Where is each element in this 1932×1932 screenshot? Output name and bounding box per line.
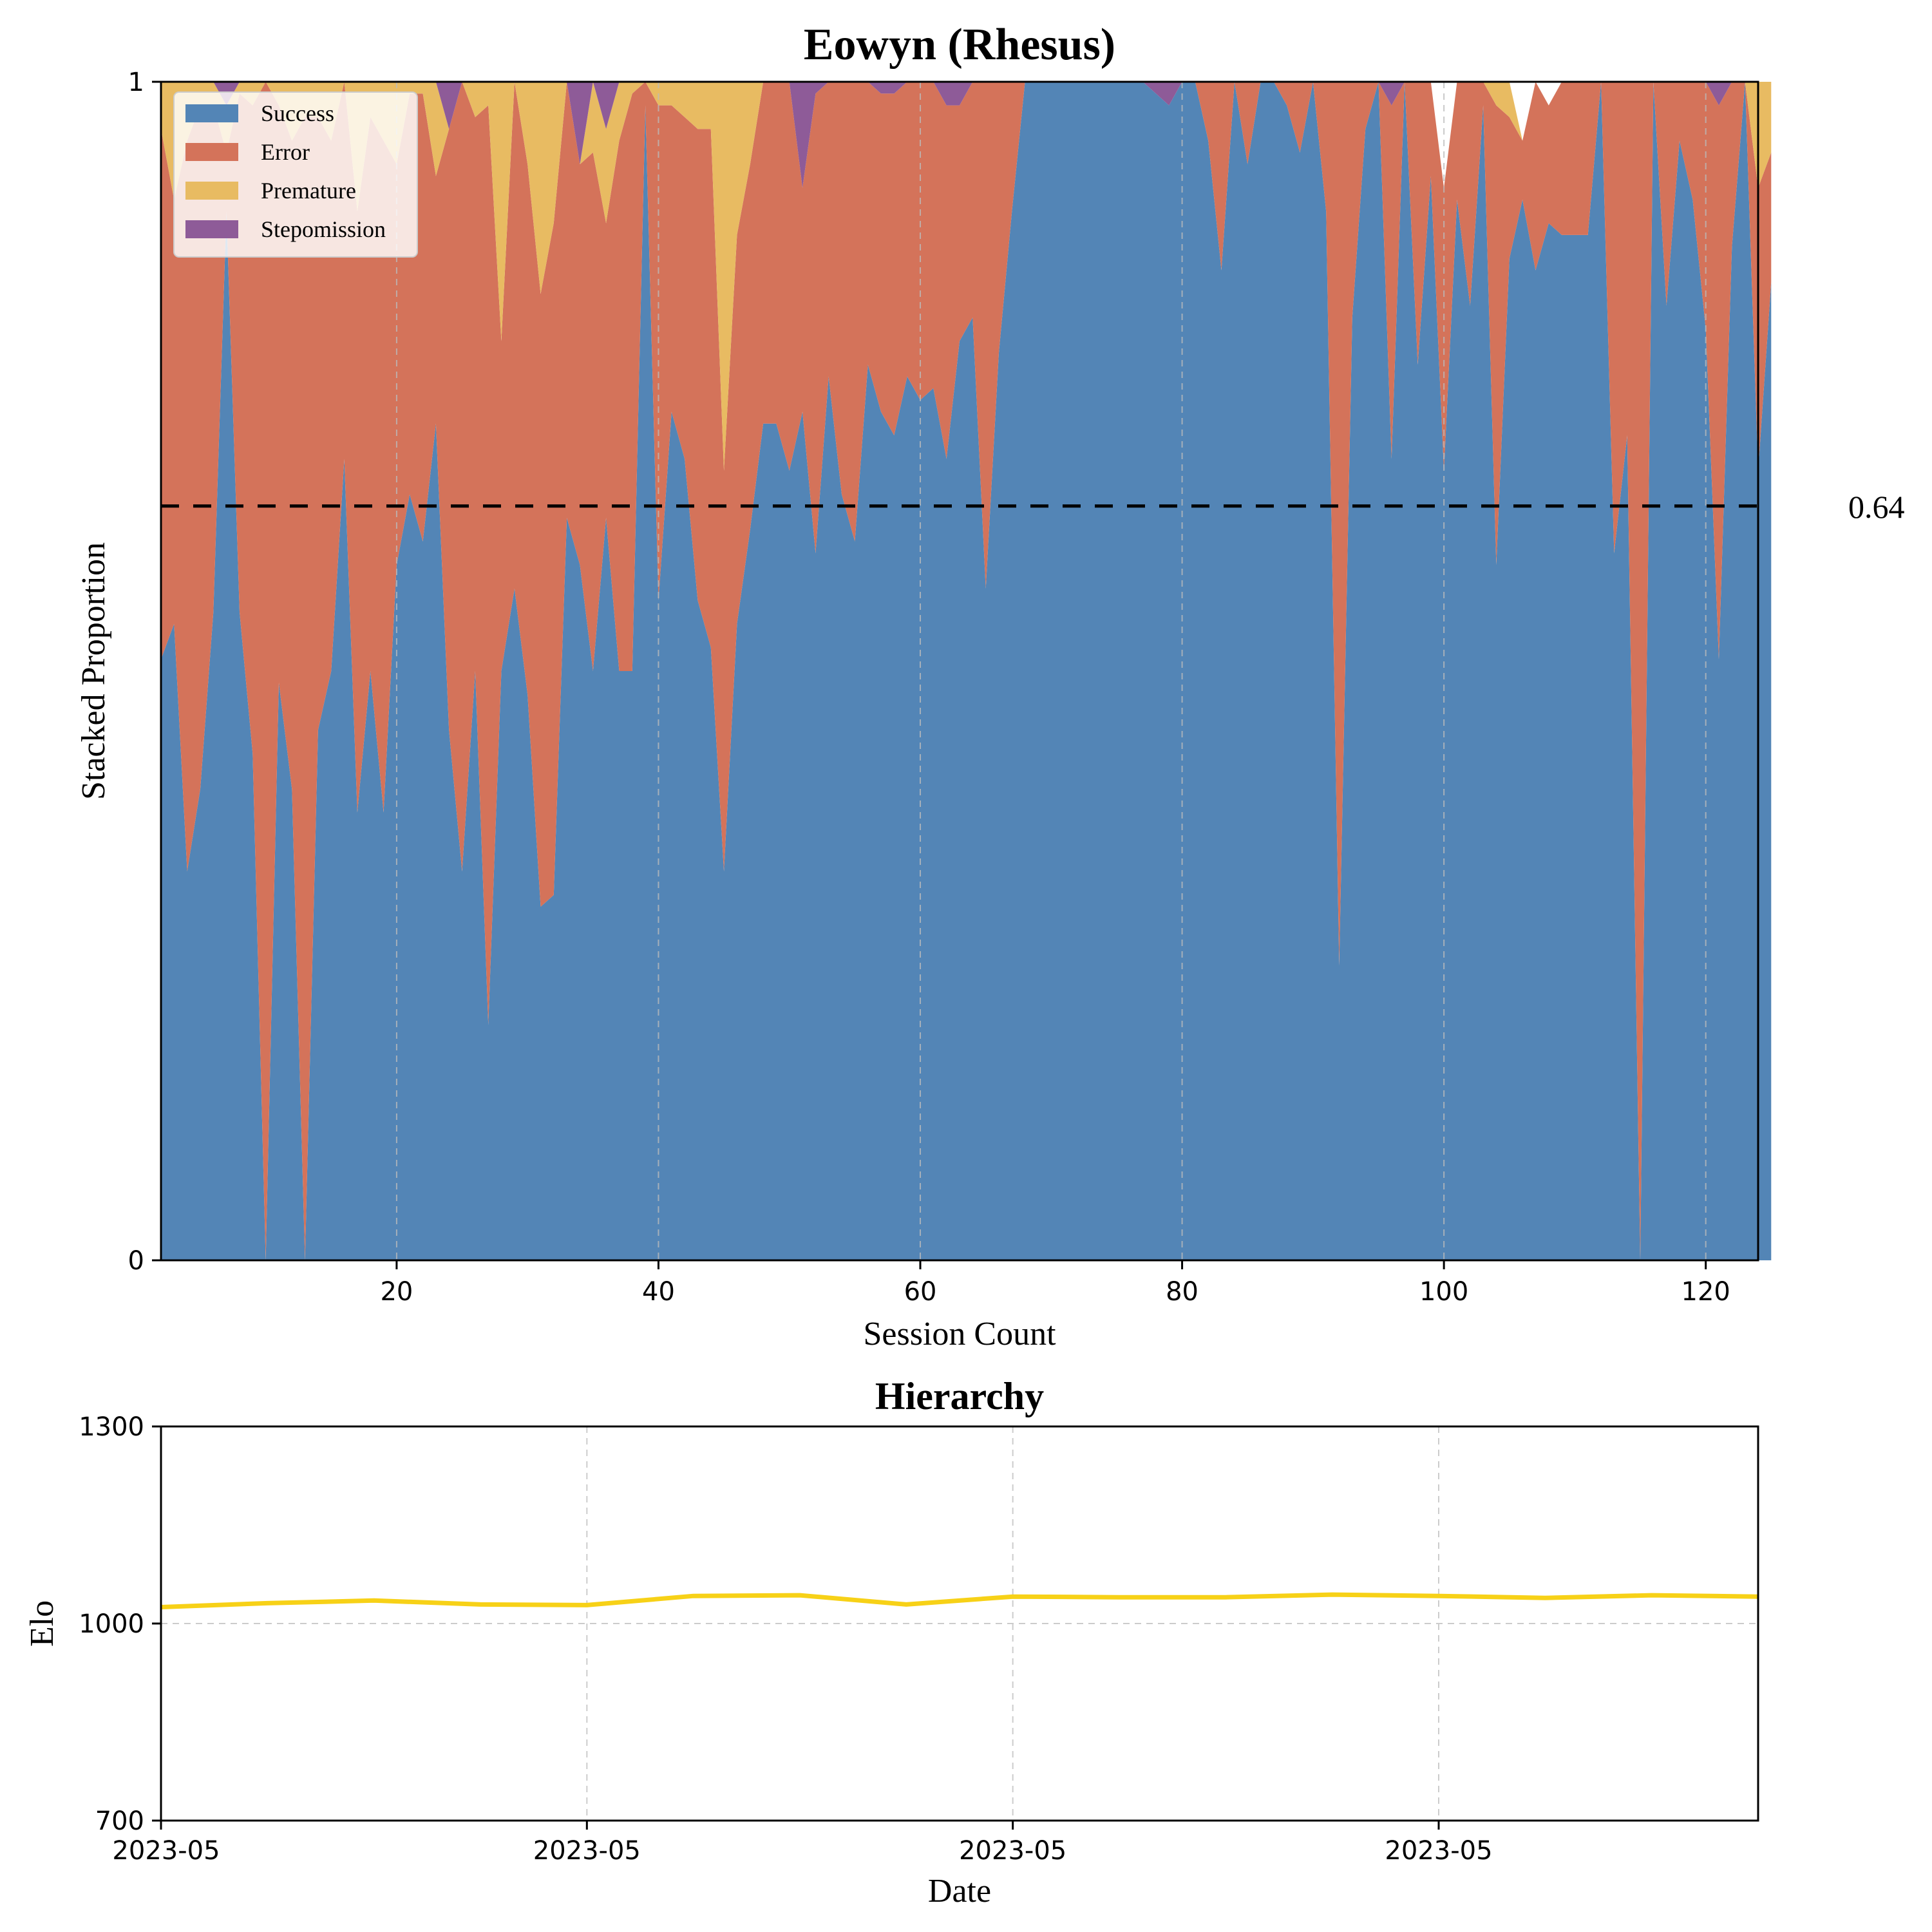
x-tick-label: 40 xyxy=(642,1277,675,1307)
x-tick-label: 2023-05 xyxy=(959,1836,1066,1866)
area-success xyxy=(161,82,1772,1260)
legend-swatch-success xyxy=(185,104,238,122)
y-tick-label: 1000 xyxy=(79,1609,144,1639)
legend-label-error: Error xyxy=(261,139,310,165)
x-tick-label: 60 xyxy=(904,1277,937,1307)
x-tick-label: 80 xyxy=(1166,1277,1198,1307)
legend: Success Error Premature Stepomission xyxy=(173,91,418,258)
x-tick-label: 20 xyxy=(380,1277,413,1307)
x-tick-label: 120 xyxy=(1681,1277,1730,1307)
top-plot-frame xyxy=(160,80,1759,1262)
y-tick-label: 0 xyxy=(128,1246,144,1276)
bottom-y-axis-label: Elo xyxy=(24,1600,61,1647)
y-tick-label: 1300 xyxy=(79,1412,144,1442)
stacked-area-chart: Eowyn (Rhesus) 0.64 20 40 60 80 100 120 01 Se… xyxy=(75,20,1905,1352)
x-tick-label: 2023-05 xyxy=(1385,1836,1492,1866)
top-chart-title: Eowyn (Rhesus) xyxy=(804,20,1115,70)
legend-swatch-error xyxy=(185,143,238,161)
legend-swatch-premature xyxy=(185,182,238,200)
reference-line-label: 0.64 xyxy=(1848,489,1905,525)
legend-label-success: Success xyxy=(261,100,334,126)
elo-line xyxy=(160,1592,1759,1609)
x-tick-label: 100 xyxy=(1419,1277,1468,1307)
y-tick-label: 1 xyxy=(128,68,144,97)
y-tick-label: 700 xyxy=(95,1806,144,1836)
area-error xyxy=(161,82,1772,1260)
stacked-areas xyxy=(161,82,1772,1260)
top-y-axis-ticks: 01 xyxy=(128,68,161,1276)
bottom-x-axis-label: Date xyxy=(928,1873,991,1909)
top-x-axis-ticks: 20 40 60 80 100 120 xyxy=(380,1260,1730,1307)
legend-swatch-stepomission xyxy=(185,220,238,238)
legend-frame xyxy=(173,91,418,258)
legend-label-premature: Premature xyxy=(261,178,356,204)
hierarchy-line-chart: Hierarchy 2023-05 2023-05 2023-05 2023-05 7… xyxy=(24,1375,1759,1909)
top-y-axis-label: Stacked Proportion xyxy=(75,542,112,800)
bottom-x-axis-ticks: 2023-05 2023-05 2023-05 2023-05 xyxy=(112,1821,1493,1866)
top-x-axis-label: Session Count xyxy=(863,1316,1056,1352)
bottom-y-axis-ticks: 700 1000 1300 xyxy=(79,1412,161,1836)
bottom-chart-title: Hierarchy xyxy=(875,1375,1044,1417)
legend-label-stepomission: Stepomission xyxy=(261,216,386,242)
x-tick-label: 2023-05 xyxy=(533,1836,641,1866)
x-tick-label: 2023-05 xyxy=(112,1836,220,1866)
